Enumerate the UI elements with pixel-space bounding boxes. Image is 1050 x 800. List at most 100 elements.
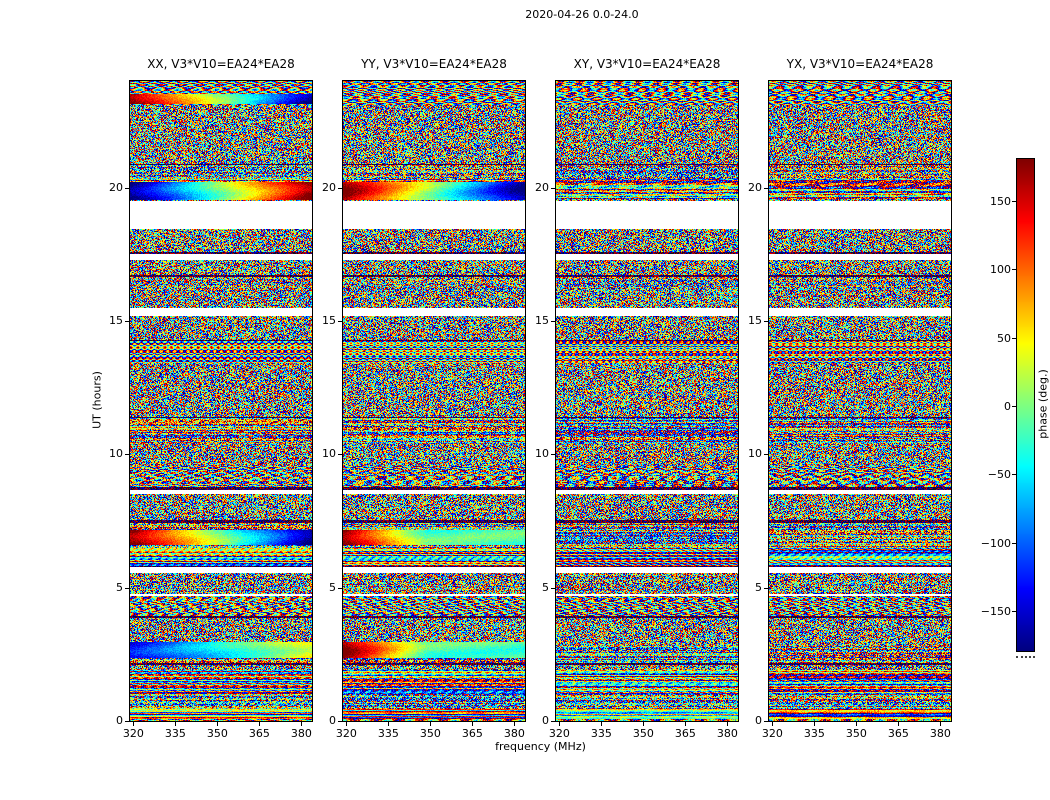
x-tick-mark [601, 722, 603, 726]
plot-area-xy [555, 80, 739, 722]
colorbar-tick-label: 0 [1004, 400, 1011, 413]
x-tick-label: 320 [548, 727, 570, 740]
y-tick-label: 10 [748, 447, 762, 461]
x-tick-label: 380 [503, 727, 525, 740]
waterfall-canvas-yy [343, 81, 525, 721]
y-tick-mark [338, 187, 342, 189]
x-tick-mark [514, 722, 516, 726]
panel-title-yx: YX, V3*V10=EA24*EA28 [786, 57, 934, 71]
y-tick-label: 5 [755, 580, 762, 594]
colorbar-tick-mark [1012, 542, 1017, 544]
panel-yx: YX, V3*V10=EA24*EA28 320 335 350 365 380 0 5 10… [748, 55, 952, 760]
y-tick-mark [338, 454, 342, 456]
x-tick-label: 380 [929, 727, 951, 740]
y-tick-mark [125, 454, 129, 456]
waterfall-canvas-yx [769, 81, 951, 721]
y-tick-label: 10 [109, 447, 123, 461]
panel-title-xy: XY, V3*V10=EA24*EA28 [573, 57, 721, 71]
y-tick-mark [551, 587, 555, 589]
colorbar-tick-label: −150 [980, 605, 1011, 618]
x-tick-mark [472, 722, 474, 726]
y-tick-label: 20 [109, 180, 123, 194]
x-tick-label: 365 [461, 727, 483, 740]
plot-area-yx [768, 80, 952, 722]
x-tick-label: 320 [761, 727, 783, 740]
colorbar-gradient [1017, 159, 1034, 651]
y-tick-mark [125, 187, 129, 189]
x-tick-label: 335 [377, 727, 399, 740]
y-tick-mark [551, 321, 555, 322]
x-tick-mark [301, 722, 303, 726]
colorbar: 150 100 50 0 −50 −100 −150 [981, 158, 1035, 652]
x-tick-label: 350 [632, 727, 654, 740]
y-tick-label: 0 [329, 714, 336, 727]
x-tick-mark [133, 722, 135, 726]
y-axis-label: UT (hours) [90, 371, 104, 429]
x-tick-mark [727, 722, 729, 726]
colorbar-bottom-dots [1016, 656, 1035, 658]
x-tick-label: 365 [887, 727, 909, 740]
panel-title-yy: YY, V3*V10=EA24*EA28 [361, 57, 507, 71]
y-tick-label: 10 [322, 447, 336, 461]
x-tick-label: 350 [206, 727, 228, 740]
y-tick-label: 15 [748, 314, 762, 327]
colorbar-tick-mark [1012, 406, 1017, 407]
y-tick-mark [551, 454, 555, 456]
x-tick-label: 380 [716, 727, 738, 740]
x-tick-mark [430, 722, 432, 726]
x-tick-label: 320 [335, 727, 357, 740]
x-tick-mark [814, 722, 816, 726]
colorbar-tick-mark [1012, 611, 1017, 612]
colorbar-tick-mark [1012, 201, 1017, 202]
y-tick-label: 20 [322, 180, 336, 194]
y-tick-mark [764, 187, 768, 189]
colorbar-tick-mark [1012, 269, 1017, 271]
colorbar-tick-mark [1012, 474, 1017, 476]
y-tick-mark [764, 587, 768, 589]
colorbar-tick-label: 100 [990, 263, 1011, 277]
y-tick-mark [338, 721, 342, 722]
x-tick-label: 335 [590, 727, 612, 740]
colorbar-tick-label: 50 [997, 331, 1011, 345]
y-tick-mark [125, 321, 129, 322]
x-tick-label: 335 [803, 727, 825, 740]
x-tick-mark [898, 722, 900, 726]
x-tick-label: 335 [164, 727, 186, 740]
y-tick-mark [551, 721, 555, 722]
y-tick-mark [764, 321, 768, 322]
x-tick-label: 350 [845, 727, 867, 740]
x-tick-label: 320 [122, 727, 144, 740]
y-tick-mark [551, 187, 555, 189]
y-tick-mark [764, 454, 768, 456]
x-tick-mark [217, 722, 219, 726]
waterfall-canvas-xx [130, 81, 312, 721]
x-tick-mark [259, 722, 261, 726]
x-tick-mark [175, 722, 177, 726]
colorbar-tick-label: −100 [980, 536, 1011, 550]
panel-xx: XX, V3*V10=EA24*EA28 320 335 350 365 380 0 5 10… [109, 55, 313, 760]
y-tick-label: 15 [109, 314, 123, 327]
colorbar-tick-label: −50 [987, 468, 1011, 482]
y-tick-mark [338, 321, 342, 322]
x-tick-mark [685, 722, 687, 726]
x-tick-mark [856, 722, 858, 726]
panel-title-xx: XX, V3*V10=EA24*EA28 [147, 57, 295, 71]
y-tick-label: 0 [542, 714, 549, 727]
y-tick-label: 5 [542, 580, 549, 594]
colorbar-label: phase (deg.) [1036, 369, 1050, 439]
y-tick-label: 5 [329, 580, 336, 594]
x-tick-mark [346, 722, 348, 726]
y-tick-label: 20 [535, 180, 549, 194]
x-tick-mark [772, 722, 774, 726]
x-tick-mark [559, 722, 561, 726]
x-tick-mark [388, 722, 390, 726]
y-tick-label: 0 [116, 714, 123, 727]
x-tick-label: 365 [248, 727, 270, 740]
y-tick-mark [764, 721, 768, 722]
y-tick-label: 15 [322, 314, 336, 327]
y-tick-label: 15 [535, 314, 549, 327]
figure-title: 2020-04-26 0.0-24.0 [525, 8, 639, 21]
x-tick-mark [940, 722, 942, 726]
plot-area-xx [129, 80, 313, 722]
